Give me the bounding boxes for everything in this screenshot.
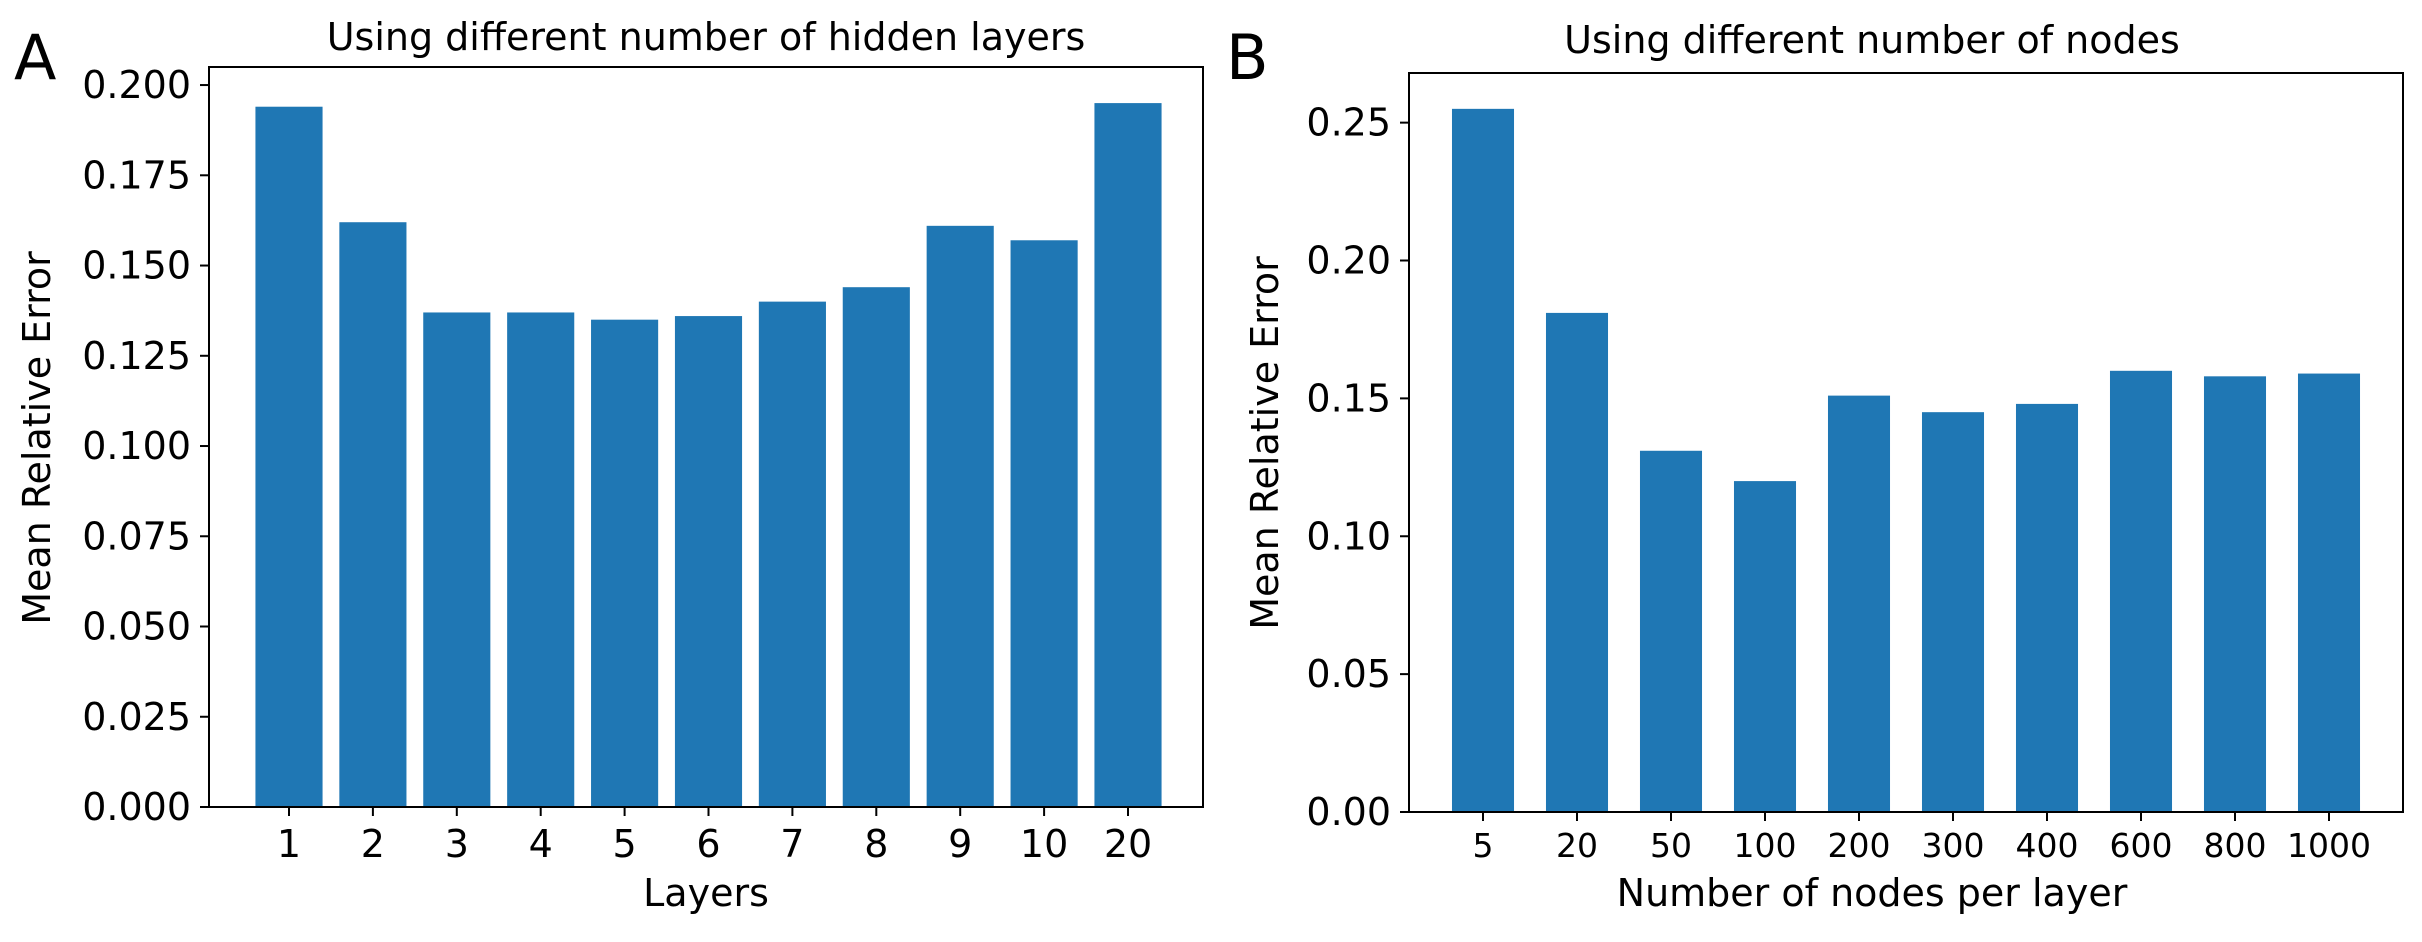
chart-b-x-axis: 5 20 50 100 200 300 400 600 800 1000 [1473,812,2371,865]
y-tick-label: 0.10 [1306,514,1391,558]
bar-2 [339,222,407,808]
chart-b-title: Using different number of nodes [1564,18,2180,62]
x-tick-label: 5 [613,822,637,866]
x-tick-label: 200 [1828,826,1891,865]
y-tick-label: 0.075 [82,514,191,558]
chart-b-y-axis: 0.00 0.05 0.10 0.15 0.20 0.25 [1306,101,1409,834]
x-tick-label: 4 [529,822,553,866]
y-tick-label: 0.050 [82,605,191,649]
bar-9 [926,225,994,807]
bar-300 [1921,412,1985,812]
x-tick-label: 7 [780,822,804,866]
y-tick-label: 0.00 [1306,790,1391,834]
bar-20 [1545,312,1609,812]
bar-5 [591,319,659,807]
y-tick-label: 0.25 [1306,101,1391,145]
bar-7 [758,301,826,807]
x-tick-label: 10 [1020,822,1068,866]
x-tick-label: 400 [2016,826,2079,865]
chart-a-frame [208,66,1204,808]
bar-1000 [2297,373,2361,812]
y-tick-label: 0.125 [82,334,191,378]
x-tick-label: 2 [361,822,385,866]
panel-b: B Using different number of nodes Mean R… [1226,18,2404,915]
chart-a-bars [255,103,1162,808]
x-tick-label: 300 [1922,826,1985,865]
y-tick-label: 0.20 [1306,239,1391,283]
bar-8 [842,287,910,807]
panel-a: A Using different number of hidden layer… [14,15,1204,915]
y-tick-label: 0.100 [82,424,191,468]
bar-5 [1451,108,1515,813]
x-tick-label: 50 [1650,826,1692,865]
bar-10 [1010,240,1078,807]
bar-400 [2015,403,2079,812]
panel-letter-b: B [1226,21,1269,94]
bar-50 [1639,450,1703,812]
chart-a-xlabel: Layers [643,871,769,915]
chart-a-x-axis: 1 2 3 4 5 6 7 8 9 10 20 [277,807,1152,866]
bar-200 [1827,395,1891,812]
panel-letter-a: A [14,21,56,94]
x-tick-label: 20 [1556,826,1598,865]
x-tick-label: 1 [277,822,301,866]
x-tick-label: 100 [1734,826,1797,865]
bar-100 [1733,481,1797,812]
x-tick-label: 9 [948,822,972,866]
y-tick-label: 0.025 [82,695,191,739]
x-tick-label: 5 [1473,826,1494,865]
y-tick-label: 0.000 [82,785,191,829]
chart-b-frame [1408,72,2404,813]
x-tick-label: 1000 [2287,826,2371,865]
chart-b-xlabel: Number of nodes per layer [1617,871,2128,915]
bar-3 [423,312,491,807]
bar-4 [507,312,575,807]
bar-6 [674,316,743,807]
y-tick-label: 0.200 [82,63,191,107]
chart-a-y-axis: 0.000 0.025 0.050 0.075 0.100 0.125 0.150 0.175… [82,63,209,829]
y-tick-label: 0.150 [82,244,191,288]
x-tick-label: 20 [1104,822,1152,866]
chart-a-ylabel: Mean Relative Error [15,251,59,625]
x-tick-label: 8 [864,822,888,866]
chart-a-title: Using different number of hidden layers [327,15,1086,59]
bar-800 [2203,376,2267,812]
bar-600 [2109,370,2173,812]
y-tick-label: 0.175 [82,153,191,197]
x-tick-label: 3 [445,822,469,866]
bar-1 [255,106,323,807]
x-tick-label: 6 [696,822,720,866]
y-tick-label: 0.15 [1306,376,1391,420]
x-tick-label: 600 [2110,826,2173,865]
chart-b-ylabel: Mean Relative Error [1243,256,1287,630]
y-tick-label: 0.05 [1306,652,1391,696]
x-tick-label: 800 [2204,826,2267,865]
chart-b-bars [1451,108,2361,813]
bar-20 [1094,103,1162,808]
